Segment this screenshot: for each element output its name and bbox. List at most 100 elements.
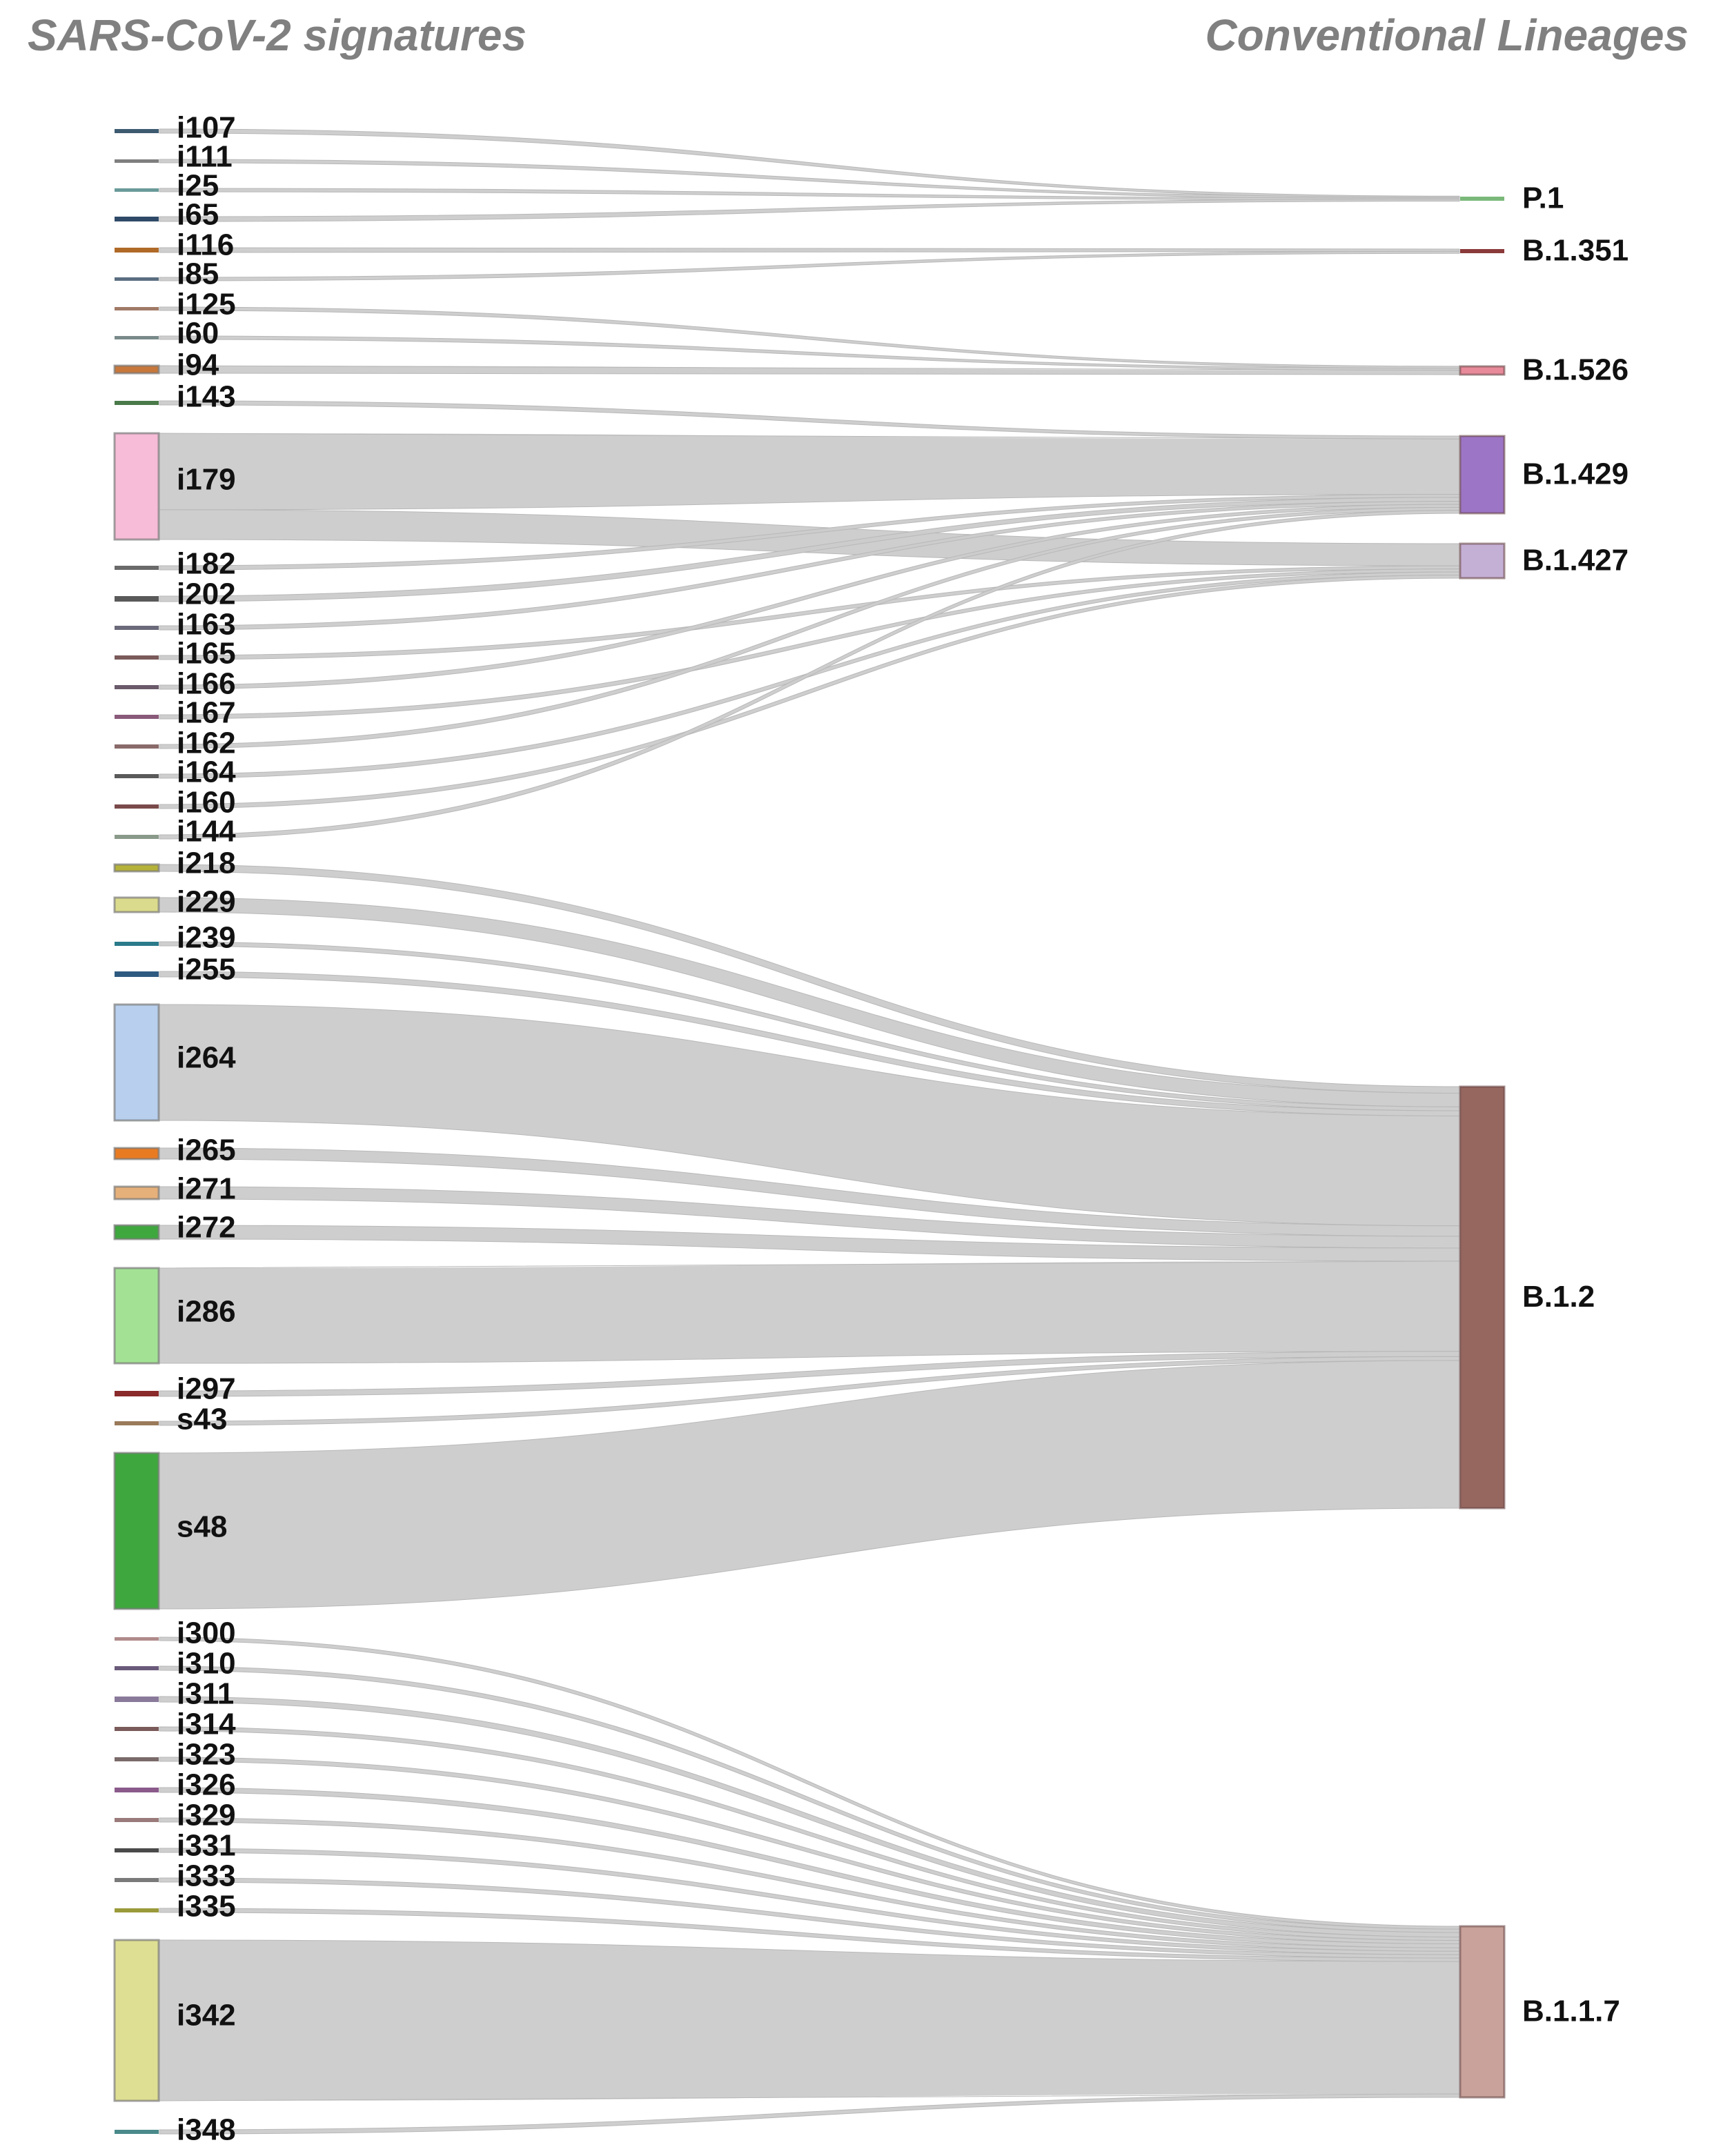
target-label: B.1.2 xyxy=(1522,1280,1595,1314)
links-group xyxy=(159,128,1460,2135)
source-node-i182[interactable] xyxy=(115,566,159,570)
source-label: i179 xyxy=(177,463,236,497)
source-node-i314[interactable] xyxy=(115,1727,159,1731)
source-node-i286[interactable] xyxy=(113,1267,160,1365)
source-node-i323[interactable] xyxy=(115,1757,159,1761)
target-label: B.1.429 xyxy=(1522,457,1629,491)
source-label: i143 xyxy=(177,380,236,414)
source-label: i348 xyxy=(177,2113,236,2147)
source-node-i164[interactable] xyxy=(115,774,159,778)
target-node-B.1.2[interactable] xyxy=(1459,1085,1506,1510)
flow-link-s48-to-B.1.2[interactable] xyxy=(159,1360,1460,1610)
source-node-i348[interactable] xyxy=(115,2130,159,2134)
source-node-i342[interactable] xyxy=(113,1939,160,2102)
source-node-s48[interactable] xyxy=(113,1452,160,1610)
target-node-B.1.526[interactable] xyxy=(1459,365,1506,376)
source-node-i94[interactable] xyxy=(113,364,160,375)
source-node-i202[interactable] xyxy=(115,596,159,602)
source-node-i239[interactable] xyxy=(115,942,159,946)
source-node-i65[interactable] xyxy=(115,217,159,221)
target-node-B.1.1.7[interactable] xyxy=(1459,1925,1506,2099)
source-node-i300[interactable] xyxy=(115,1637,159,1641)
target-node-P.1[interactable] xyxy=(1460,197,1504,201)
target-label: B.1.1.7 xyxy=(1522,1995,1620,2028)
source-label: i167 xyxy=(177,696,236,730)
source-label: i335 xyxy=(177,1890,236,1923)
source-node-s43[interactable] xyxy=(115,1421,159,1425)
source-node-i160[interactable] xyxy=(115,804,159,809)
source-node-i333[interactable] xyxy=(115,1878,159,1882)
source-node-i229[interactable] xyxy=(113,896,160,913)
source-node-i111[interactable] xyxy=(115,159,159,163)
source-node-i311[interactable] xyxy=(115,1697,159,1702)
source-node-i107[interactable] xyxy=(115,129,159,133)
source-label: i311 xyxy=(177,1677,234,1711)
target-node-B.1.429[interactable] xyxy=(1459,435,1506,515)
source-node-i60[interactable] xyxy=(115,336,159,339)
target-node-B.1.427[interactable] xyxy=(1459,542,1506,580)
source-label: i107 xyxy=(177,111,236,145)
source-label: s43 xyxy=(177,1403,227,1436)
target-node-B.1.351[interactable] xyxy=(1460,249,1504,253)
source-node-i310[interactable] xyxy=(115,1666,159,1670)
target-label: P.1 xyxy=(1522,181,1564,215)
source-node-i162[interactable] xyxy=(115,744,159,749)
source-node-i85[interactable] xyxy=(115,277,159,281)
source-label: i202 xyxy=(177,577,236,611)
target-label: B.1.351 xyxy=(1522,234,1629,268)
source-label: i85 xyxy=(177,257,219,291)
source-node-i218[interactable] xyxy=(113,863,160,873)
source-label: i271 xyxy=(177,1172,236,1206)
flow-link-i85-to-B.1.351[interactable] xyxy=(159,250,1460,281)
source-node-i335[interactable] xyxy=(115,1908,159,1912)
source-node-i163[interactable] xyxy=(115,626,159,630)
source-label: i111 xyxy=(177,140,233,174)
source-node-i167[interactable] xyxy=(115,715,159,719)
source-label: i125 xyxy=(177,288,236,322)
source-label: i65 xyxy=(177,198,219,232)
source-node-i166[interactable] xyxy=(115,685,159,689)
flow-link-i65-to-P.1[interactable] xyxy=(159,199,1460,222)
source-label: i144 xyxy=(177,815,236,849)
source-node-i329[interactable] xyxy=(115,1818,159,1822)
source-node-i25[interactable] xyxy=(115,188,159,192)
source-label: i160 xyxy=(177,786,236,820)
source-label: i331 xyxy=(177,1829,236,1863)
flow-link-i314-to-B.1.1.7[interactable] xyxy=(159,1726,1460,1941)
source-label: i255 xyxy=(177,953,236,987)
source-node-i264[interactable] xyxy=(113,1003,160,1122)
source-node-i255[interactable] xyxy=(115,971,159,977)
source-label: i166 xyxy=(177,667,236,701)
flow-link-i167-to-B.1.427[interactable] xyxy=(159,568,1460,720)
flow-link-i326-to-B.1.1.7[interactable] xyxy=(159,1787,1460,1948)
flow-link-i348-to-B.1.1.7[interactable] xyxy=(159,2093,1460,2135)
source-node-i272[interactable] xyxy=(113,1224,160,1240)
flow-link-i143-to-B.1.429[interactable] xyxy=(159,400,1460,439)
source-node-i144[interactable] xyxy=(115,835,159,839)
flow-link-i160-to-B.1.427[interactable] xyxy=(159,575,1460,809)
source-label: i165 xyxy=(177,637,236,671)
source-label: i265 xyxy=(177,1134,236,1167)
flow-link-i286-to-B.1.2[interactable] xyxy=(159,1260,1460,1364)
source-label: i272 xyxy=(177,1211,236,1245)
source-label: i94 xyxy=(177,348,219,382)
flow-link-i116-to-B.1.351[interactable] xyxy=(159,247,1460,253)
source-node-i125[interactable] xyxy=(115,307,159,310)
source-label: i342 xyxy=(177,1999,236,2033)
right-column-title: Conventional Lineages xyxy=(1205,10,1689,60)
source-label: i329 xyxy=(177,1799,236,1832)
source-node-i297[interactable] xyxy=(115,1391,159,1396)
source-node-i116[interactable] xyxy=(115,248,159,253)
source-node-i271[interactable] xyxy=(113,1185,160,1200)
source-node-i143[interactable] xyxy=(115,401,159,405)
source-node-i179[interactable] xyxy=(113,432,160,541)
source-label: i264 xyxy=(177,1041,236,1075)
source-label: i314 xyxy=(177,1708,236,1741)
source-label: i116 xyxy=(177,228,234,262)
flow-link-i342-to-B.1.1.7[interactable] xyxy=(159,1939,1460,2101)
source-label: i297 xyxy=(177,1372,236,1406)
source-node-i331[interactable] xyxy=(115,1848,159,1852)
source-node-i326[interactable] xyxy=(115,1788,159,1792)
source-node-i265[interactable] xyxy=(113,1147,160,1160)
source-node-i165[interactable] xyxy=(115,655,159,660)
